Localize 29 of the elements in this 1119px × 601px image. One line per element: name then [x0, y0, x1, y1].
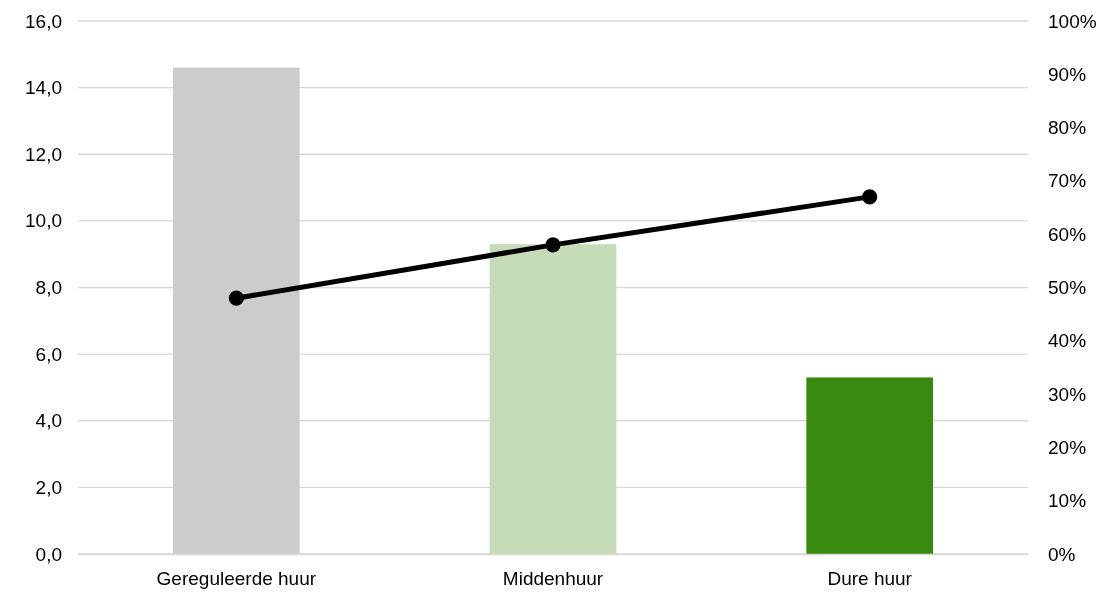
y-tick-label: 4,0 — [35, 410, 62, 432]
y2-tick-label: 0% — [1048, 543, 1076, 565]
x-tick-label: Dure huur — [827, 568, 913, 590]
point — [545, 237, 561, 253]
point — [228, 290, 244, 306]
y-tick-label: 2,0 — [35, 476, 62, 498]
x-tick-label: Middenhuur — [502, 568, 604, 590]
y-tick-label: 10,0 — [25, 210, 62, 232]
y-tick-label: 8,0 — [35, 277, 62, 299]
y2-tick-label: 30% — [1048, 383, 1087, 405]
bar — [489, 244, 617, 554]
y2-tick-label: 100% — [1048, 10, 1097, 32]
y2-tick-label: 10% — [1048, 490, 1087, 512]
y-tick-label: 16,0 — [25, 10, 62, 32]
y2-tick-label: 90% — [1048, 63, 1087, 85]
y-tick-label: 12,0 — [25, 143, 62, 165]
y2-tick-label: 80% — [1048, 117, 1087, 139]
bar — [173, 67, 300, 554]
y2-tick-label: 20% — [1048, 436, 1087, 458]
y2-tick-label: 40% — [1048, 330, 1087, 352]
y-tick-label: 6,0 — [35, 343, 62, 365]
y2-tick-label: 60% — [1048, 223, 1087, 245]
y2-tick-label: 70% — [1048, 170, 1087, 192]
y2-tick-label: 50% — [1048, 277, 1087, 299]
x-tick-label: Gereguleerde huur — [156, 568, 317, 590]
y-tick-label: 0,0 — [35, 543, 62, 565]
bar — [806, 377, 933, 554]
y-tick-label: 14,0 — [25, 77, 62, 99]
point — [862, 189, 878, 205]
